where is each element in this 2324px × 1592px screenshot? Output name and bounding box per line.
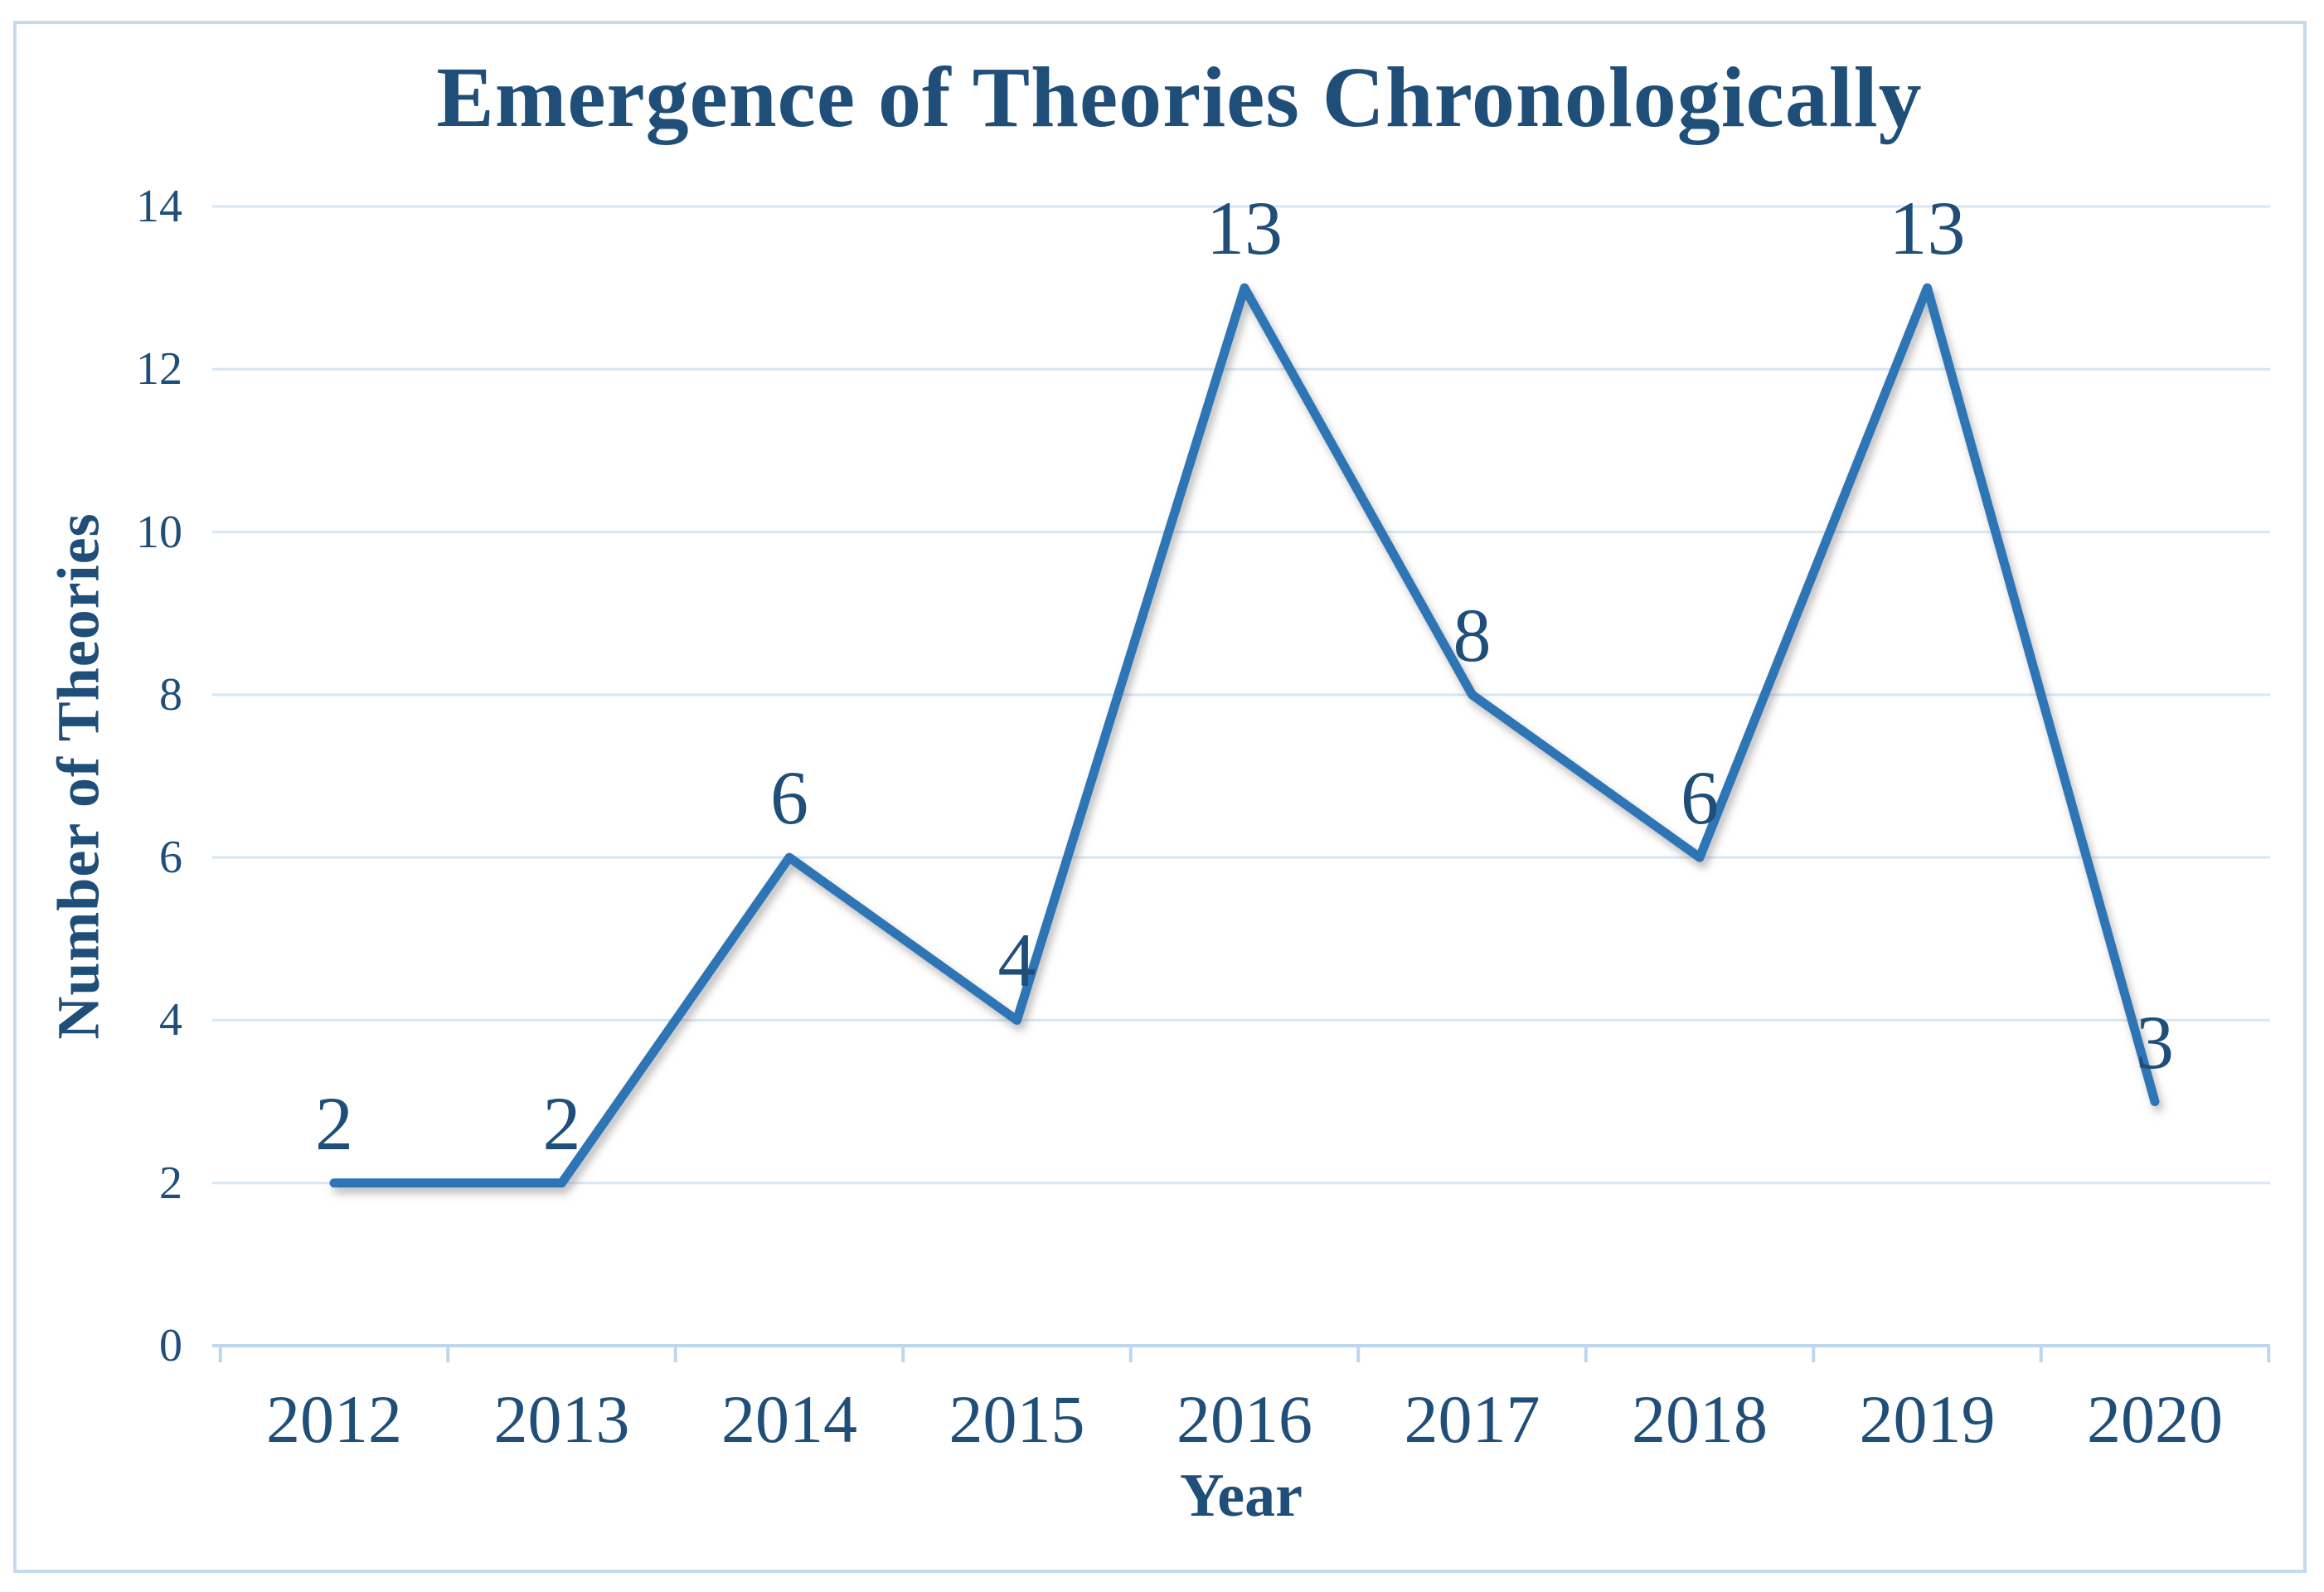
x-tick-label: 2020: [2087, 1381, 2223, 1457]
x-tick-label: 2016: [1177, 1381, 1312, 1457]
y-tick-label: 0: [159, 1320, 182, 1371]
x-tick-label: 2013: [493, 1381, 630, 1457]
x-tick-label: 2012: [266, 1381, 402, 1457]
x-tick-label: 2018: [1632, 1381, 1768, 1457]
data-label: 4: [997, 918, 1036, 1003]
y-tick-label: 6: [159, 832, 182, 884]
data-label: 2: [315, 1080, 353, 1166]
x-tick-label: 2019: [1859, 1381, 1996, 1457]
chart-frame: [13, 21, 2307, 1573]
x-tick-label: 2014: [721, 1381, 857, 1457]
y-tick-label: 2: [159, 1157, 182, 1209]
y-tick-label: 12: [136, 343, 182, 396]
y-axis-title: Number of Theories: [45, 512, 112, 1040]
y-tick-label: 14: [136, 181, 182, 232]
data-label: 8: [1453, 592, 1492, 677]
y-tick-label: 10: [136, 506, 182, 558]
data-label: 6: [1681, 755, 1719, 841]
data-label: 2: [542, 1080, 581, 1166]
chart-title: Emergence of Theories Chronologically: [436, 50, 1923, 145]
x-tick-label: 2017: [1404, 1381, 1540, 1457]
y-tick-label: 8: [159, 668, 182, 721]
data-label: 6: [770, 755, 808, 841]
data-series-line: [329, 283, 2160, 1188]
x-axis-title: Year: [1180, 1462, 1303, 1530]
data-label: 13: [1206, 186, 1283, 271]
y-tick-label: 4: [159, 994, 182, 1046]
data-label: 13: [1889, 186, 1966, 271]
data-label: 3: [2136, 999, 2174, 1085]
x-tick-label: 2015: [949, 1381, 1085, 1457]
